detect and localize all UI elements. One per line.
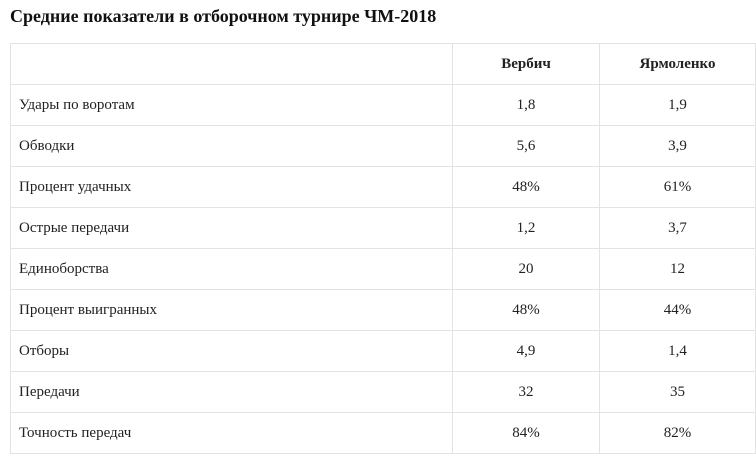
table-row: Точность передач 84% 82% xyxy=(10,412,756,454)
verbich-value: 32 xyxy=(452,371,600,413)
row-label: Удары по воротам xyxy=(10,84,453,126)
row-label: Процент удачных xyxy=(10,166,453,208)
header-verbich: Вербич xyxy=(452,43,600,85)
row-label: Обводки xyxy=(10,125,453,167)
table-row: Единоборства 20 12 xyxy=(10,248,756,290)
yarmolenko-value: 1,9 xyxy=(599,84,756,126)
yarmolenko-value: 44% xyxy=(599,289,756,331)
verbich-value: 20 xyxy=(452,248,600,290)
verbich-value: 84% xyxy=(452,412,600,454)
table-row: Отборы 4,9 1,4 xyxy=(10,330,756,372)
yarmolenko-value: 82% xyxy=(599,412,756,454)
yarmolenko-value: 35 xyxy=(599,371,756,413)
verbich-value: 48% xyxy=(452,289,600,331)
table-row: Обводки 5,6 3,9 xyxy=(10,125,756,167)
verbich-value: 1,2 xyxy=(452,207,600,249)
stats-table: Вербич Ярмоленко Удары по воротам 1,8 1,… xyxy=(10,43,756,454)
row-label: Единоборства xyxy=(10,248,453,290)
table-header-row: Вербич Ярмоленко xyxy=(10,43,756,85)
table-row: Процент выигранных 48% 44% xyxy=(10,289,756,331)
yarmolenko-value: 3,7 xyxy=(599,207,756,249)
header-empty-cell xyxy=(10,43,453,85)
verbich-value: 1,8 xyxy=(452,84,600,126)
yarmolenko-value: 1,4 xyxy=(599,330,756,372)
table-row: Передачи 32 35 xyxy=(10,371,756,413)
verbich-value: 5,6 xyxy=(452,125,600,167)
page-title: Средние показатели в отборочном турнире … xyxy=(10,6,437,26)
row-label: Точность передач xyxy=(10,412,453,454)
verbich-value: 48% xyxy=(452,166,600,208)
table-row: Удары по воротам 1,8 1,9 xyxy=(10,84,756,126)
row-label: Острые передачи xyxy=(10,207,453,249)
table-row: Острые передачи 1,2 3,7 xyxy=(10,207,756,249)
row-label: Передачи xyxy=(10,371,453,413)
yarmolenko-value: 3,9 xyxy=(599,125,756,167)
yarmolenko-value: 61% xyxy=(599,166,756,208)
verbich-value: 4,9 xyxy=(452,330,600,372)
row-label: Процент выигранных xyxy=(10,289,453,331)
header-yarmolenko: Ярмоленко xyxy=(599,43,756,85)
yarmolenko-value: 12 xyxy=(599,248,756,290)
row-label: Отборы xyxy=(10,330,453,372)
table-row: Процент удачных 48% 61% xyxy=(10,166,756,208)
stats-table-container: Вербич Ярмоленко Удары по воротам 1,8 1,… xyxy=(10,43,756,454)
